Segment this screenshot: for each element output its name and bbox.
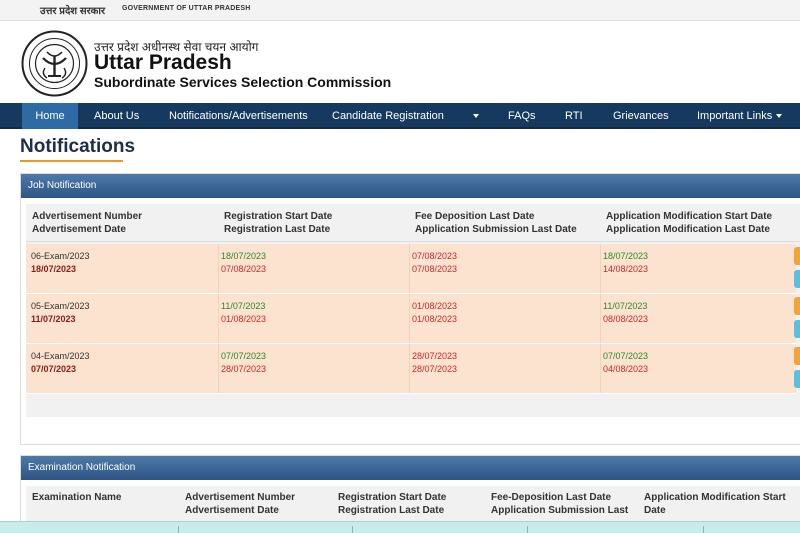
row-action-button[interactable]	[794, 247, 800, 265]
nav-important-links-label: Important Links	[697, 110, 773, 122]
modification-cell: 11/07/2023 08/08/2023	[603, 301, 649, 324]
nav-rti[interactable]: RTI	[565, 110, 583, 122]
row-action-button[interactable]	[794, 347, 800, 365]
nav-important-links[interactable]: Important Links	[697, 103, 783, 129]
header-modification: Application Modification Start Date Appli…	[606, 211, 773, 235]
org-subtitle: Subordinate Services Selection Commissio…	[94, 74, 392, 90]
header-exam-name: Examination Name	[32, 492, 122, 503]
fee-cell: 07/08/2023 07/08/2023	[412, 251, 458, 274]
header-exam-fee: Fee-Deposition Last Date Application Subm…	[491, 492, 629, 516]
chevron-down-icon	[776, 114, 783, 119]
registration-cell: 11/07/2023 01/08/2023	[221, 301, 267, 324]
job-notification-panel: Job Notification Advertisement Number Adv…	[20, 173, 800, 445]
header-exam-modification: Application Modification Start Date	[644, 492, 786, 516]
nav-home[interactable]: Home	[22, 103, 78, 129]
row-action-button[interactable]	[794, 297, 800, 315]
fee-cell: 01/08/2023 01/08/2023	[412, 301, 458, 324]
bottom-toolbar	[0, 521, 800, 533]
registration-cell: 07/07/2023 28/07/2023	[221, 351, 267, 374]
adv-cell: 04-Exam/2023 07/07/2023	[31, 351, 90, 374]
government-english-label: GOVERNMENT OF UTTAR PRADESH	[122, 5, 251, 12]
table-row: 04-Exam/2023 07/07/2023 07/07/2023 28/07/2…	[26, 344, 796, 394]
org-name-hindi: उत्तर प्रदेश अधीनस्थ सेवा चयन आयोग	[94, 40, 259, 54]
header-advertisement: Advertisement Number Advertisement Date	[32, 211, 143, 235]
page-title: Notifications	[20, 136, 136, 157]
job-notification-title: Job Notification	[21, 174, 800, 198]
site-header: उत्तर प्रदेश अधीनस्थ सेवा चयन आयोग Uttar…	[0, 22, 800, 103]
table-row: 05-Exam/2023 11/07/2023 11/07/2023 01/08/2…	[26, 294, 796, 344]
row-view-button[interactable]	[794, 320, 800, 338]
row-view-button[interactable]	[794, 270, 800, 288]
commission-emblem-logo[interactable]	[21, 30, 88, 97]
adv-cell: 06-Exam/2023 18/07/2023	[31, 251, 90, 274]
adv-cell: 05-Exam/2023 11/07/2023	[31, 301, 90, 324]
modification-cell: 18/07/2023 14/08/2023	[603, 251, 649, 274]
top-bar: उत्तर प्रदेश सरकार GOVERNMENT OF UTTAR P…	[0, 0, 800, 21]
nav-about-us[interactable]: About Us	[94, 110, 140, 122]
nav-notifications[interactable]: Notifications/Advertisements	[169, 110, 308, 122]
nav-grievances[interactable]: Grievances	[613, 110, 669, 122]
header-exam-registration: Registration Start Date Registration Last…	[338, 492, 447, 516]
header-exam-advertisement: Advertisement Number Advertisement Date	[185, 492, 296, 516]
header-fee-submission: Fee Deposition Last Date Application Subm…	[415, 211, 577, 235]
job-table-header: Advertisement Number Advertisement Date R…	[26, 204, 800, 242]
fee-cell: 28/07/2023 28/07/2023	[412, 351, 458, 374]
header-registration: Registration Start Date Registration Last…	[224, 211, 333, 235]
row-view-button[interactable]	[794, 370, 800, 388]
government-hindi-label: उत्तर प्रदेश सरकार	[40, 6, 106, 17]
nav-dropdown-chevron-icon[interactable]	[466, 103, 482, 129]
examination-notification-title: Examination Notification	[21, 456, 800, 480]
title-underline	[20, 160, 123, 162]
registration-cell: 18/07/2023 07/08/2023	[221, 251, 267, 274]
modification-cell: 07/07/2023 04/08/2023	[603, 351, 649, 374]
org-title: Uttar Pradesh	[94, 51, 232, 74]
nav-faqs[interactable]: FAQs	[508, 110, 536, 122]
main-navigation: Home About Us Notifications/Advertisemen…	[0, 103, 800, 129]
table-row: 06-Exam/2023 18/07/2023 18/07/2023 07/08/2…	[26, 244, 796, 294]
nav-candidate-registration[interactable]: Candidate Registration	[332, 110, 444, 122]
